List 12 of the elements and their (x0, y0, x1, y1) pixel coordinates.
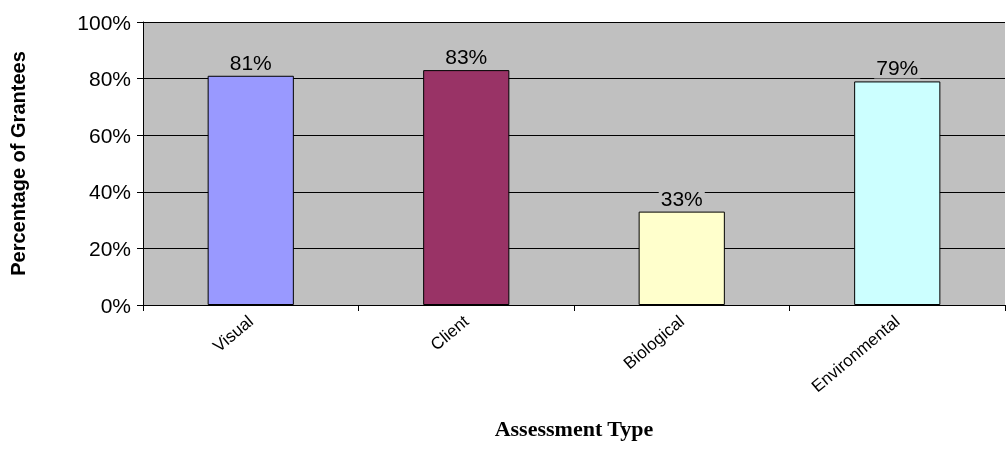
y-tick-label: 60% (88, 123, 131, 147)
y-tick-label: 0% (100, 293, 131, 317)
data-label: 81% (229, 50, 272, 74)
data-label: 79% (876, 56, 919, 80)
data-label: 33% (660, 186, 703, 210)
x-axis-title: Assessment Type (494, 415, 654, 441)
y-axis-title: Percentage of Grantees (7, 51, 29, 276)
y-tick-label: 40% (88, 180, 131, 204)
data-label: 83% (445, 45, 488, 69)
y-tick-label: 100% (77, 10, 131, 34)
y-tick-label: 20% (88, 236, 131, 260)
y-tick-label: 80% (88, 67, 131, 91)
